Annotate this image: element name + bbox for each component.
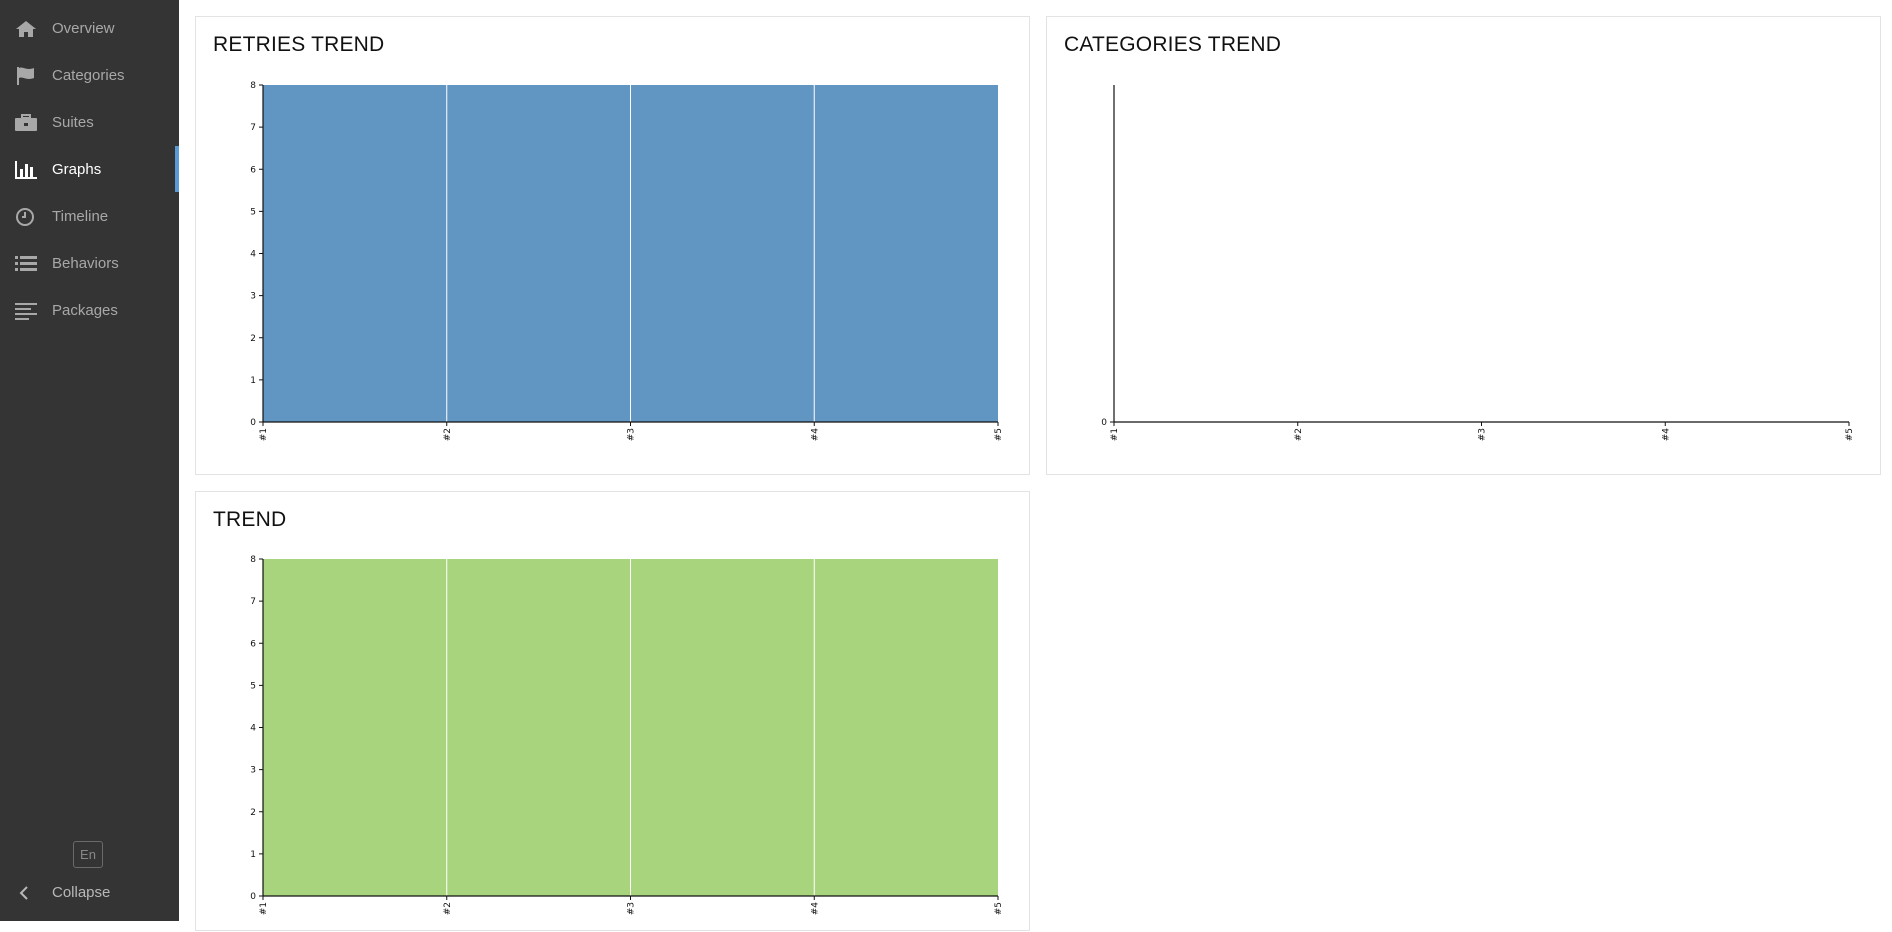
collapse-button[interactable]: Collapse (0, 877, 179, 909)
panel-title: TREND (213, 508, 287, 531)
x-tick-label: #5 (1845, 428, 1855, 441)
area-segment (814, 559, 998, 896)
x-tick-label: #5 (994, 428, 1004, 441)
panel-title: CATEGORIES TREND (1064, 33, 1282, 56)
x-tick-label: #3 (1478, 428, 1488, 441)
sidebar-item-label: Categories (52, 66, 125, 84)
y-tick-label: 5 (250, 681, 256, 691)
area-segment (263, 559, 447, 896)
sidebar: Overview Categories Suites Graphs Ti (0, 0, 179, 921)
x-tick-label: #2 (443, 902, 453, 915)
x-tick-label: #1 (1110, 428, 1120, 441)
chevron-left-icon (19, 886, 28, 900)
y-tick-label: 3 (250, 766, 256, 776)
y-tick-label: 8 (250, 555, 256, 565)
y-tick-label: 7 (250, 597, 256, 607)
y-tick-label: 1 (250, 376, 256, 386)
y-tick-label: 6 (250, 639, 256, 649)
y-tick-label: 6 (250, 165, 256, 175)
categories-trend-panel: CATEGORIES TREND 0 #1 #2 #3 #4 #5 (1046, 16, 1881, 475)
sidebar-item-label: Timeline (52, 207, 109, 225)
flag-icon (17, 67, 34, 85)
y-tick-label: 4 (250, 250, 256, 260)
area-segment (263, 85, 447, 422)
panel-title: RETRIES TREND (213, 33, 385, 56)
x-tick-label: #4 (1661, 428, 1671, 442)
area-segment (814, 85, 998, 422)
sidebar-item-label: Packages (52, 301, 118, 319)
sidebar-item-suites[interactable]: Suites (0, 99, 179, 145)
language-selector[interactable]: En (73, 841, 103, 868)
trend-panel: TREND 0 1 2 3 4 5 6 7 8 #1 #2 #3 #4 #5 (195, 491, 1030, 931)
categories-trend-chart: 0#1 #2 #3 #4 #5 (1101, 85, 1855, 442)
x-tick-label: #5 (994, 902, 1004, 915)
trend-chart: 0 1 2 3 4 5 6 7 8 #1 #2 #3 #4 #5 (250, 555, 1004, 916)
briefcase-icon (15, 114, 37, 131)
home-icon (16, 21, 36, 37)
retries-trend-panel: RETRIES TREND 0 1 2 3 4 5 6 7 8 #1 #2 #3 #4 #5 (195, 16, 1030, 475)
x-tick-label: #1 (259, 428, 269, 441)
y-tick-label: 2 (250, 334, 256, 344)
y-tick-label: 4 (250, 724, 256, 734)
sidebar-item-timeline[interactable]: Timeline (0, 193, 179, 239)
x-tick-label: #2 (443, 428, 453, 441)
sidebar-item-overview[interactable]: Overview (0, 5, 179, 51)
y-tick-label: 0 (1101, 418, 1107, 428)
y-tick-label: 7 (250, 123, 256, 133)
area-segment (630, 85, 815, 422)
list-icon (15, 256, 37, 271)
y-tick-label: 2 (250, 808, 256, 818)
x-tick-label: #3 (627, 902, 637, 915)
y-tick-label: 5 (250, 207, 256, 217)
collapse-label: Collapse (52, 884, 111, 901)
x-tick-label: #4 (810, 902, 820, 916)
y-tick-label: 0 (250, 892, 256, 902)
sidebar-item-packages[interactable]: Packages (0, 287, 179, 333)
sidebar-item-behaviors[interactable]: Behaviors (0, 240, 179, 286)
area-segment (446, 85, 631, 422)
retries-trend-chart: 0 1 2 3 4 5 6 7 8 #1 #2 #3 #4 #5 (250, 81, 1004, 442)
x-tick-label: #4 (810, 428, 820, 442)
y-tick-label: 0 (250, 418, 256, 428)
x-tick-label: #1 (259, 902, 269, 915)
sidebar-item-label: Behaviors (52, 254, 119, 272)
sidebar-item-label: Graphs (52, 160, 102, 178)
x-tick-label: #3 (627, 428, 637, 441)
bar-chart-icon (15, 161, 37, 179)
align-left-icon (15, 303, 37, 320)
y-tick-label: 1 (250, 850, 256, 860)
sidebar-item-label: Suites (52, 113, 94, 131)
clock-icon (16, 208, 34, 226)
sidebar-item-categories[interactable]: Categories (0, 52, 179, 98)
y-tick-label: 8 (250, 81, 256, 91)
sidebar-item-graphs[interactable]: Graphs (0, 146, 179, 192)
area-segment (446, 559, 631, 896)
y-tick-label: 3 (250, 292, 256, 302)
sidebar-item-label: Overview (52, 19, 115, 37)
area-segment (630, 559, 815, 896)
x-tick-label: #2 (1294, 428, 1304, 441)
